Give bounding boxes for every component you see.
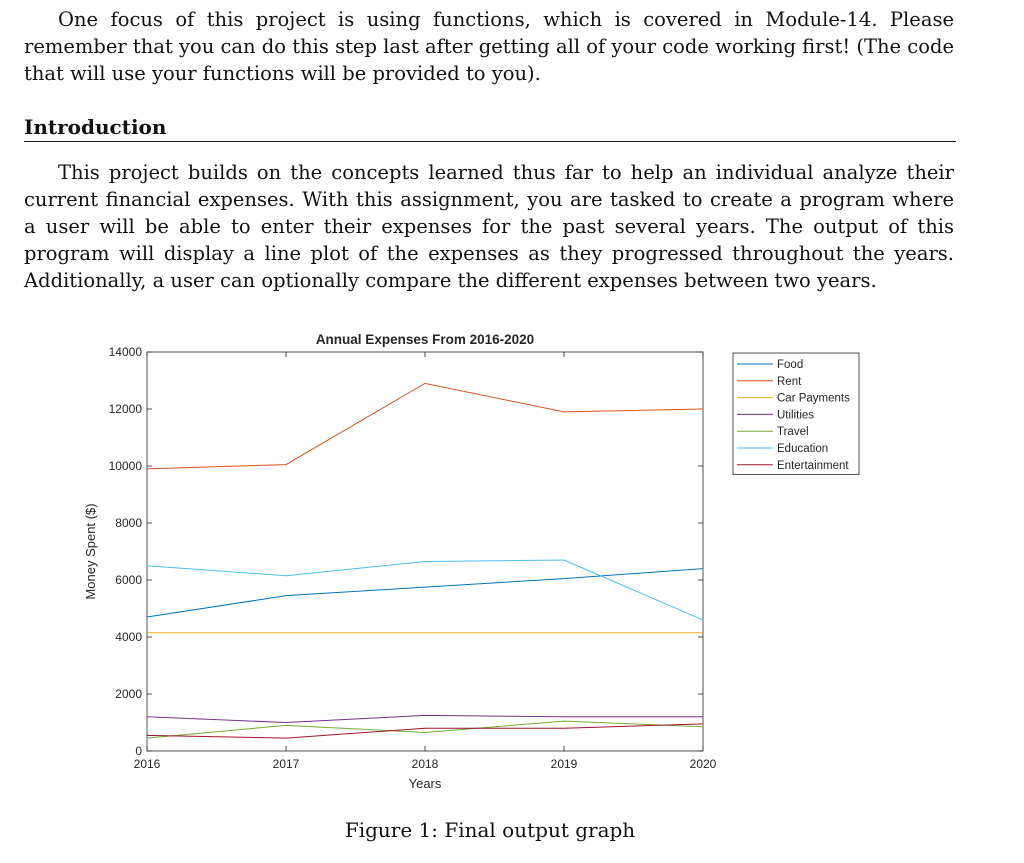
figure: 2016 2017 2018 2019 2020 0 2000 4000 6000 8000 100…: [0, 320, 1024, 820]
plot-area: [146, 351, 704, 752]
section-heading-introduction: Introduction: [24, 114, 956, 142]
y-tick-label: 4000: [115, 630, 142, 644]
y-tick-label: 2000: [115, 687, 142, 701]
x-axis-label: Years: [409, 776, 442, 791]
y-tick-label: 6000: [115, 573, 142, 587]
legend-label: Travel: [777, 426, 809, 438]
series-line-utilities: [146, 714, 703, 724]
y-tick-label: 0: [135, 744, 142, 758]
x-tick-label: 2018: [412, 757, 439, 771]
x-tick-label: 2019: [551, 757, 578, 771]
series-line-rent: [146, 382, 704, 470]
legend-label: Food: [777, 359, 803, 371]
legend-label: Entertainment: [777, 460, 849, 472]
legend-label: Utilities: [777, 409, 814, 421]
legend-label: Rent: [777, 376, 802, 388]
line-chart: 2016 2017 2018 2019 2020 0 2000 4000 6000 8000 100…: [83, 332, 860, 791]
series-line-travel: [146, 720, 704, 739]
x-tick-label: 2017: [273, 757, 300, 771]
y-tick-label: 14000: [109, 345, 143, 359]
legend-label: Education: [777, 443, 828, 455]
legend-label: Car Payments: [777, 393, 850, 405]
paragraph-text: One focus of this project is using funct…: [24, 8, 954, 85]
series-line-entertainment: [146, 723, 704, 739]
chart-title: Annual Expenses From 2016-2020: [316, 332, 534, 347]
y-tick-label: 10000: [109, 459, 143, 473]
figure-caption: Figure 1: Final output graph: [344, 818, 636, 842]
x-tick-label: 2016: [134, 757, 161, 771]
introduction-paragraph: This project builds on the concepts lear…: [24, 159, 954, 294]
y-tick-label: 12000: [109, 402, 143, 416]
intro-paragraph-functions: One focus of this project is using funct…: [24, 6, 954, 87]
y-axis-label: Money Spent ($): [83, 503, 98, 599]
series-line-education: [146, 559, 704, 621]
y-tick-label: 8000: [115, 516, 142, 530]
paragraph-text: This project builds on the concepts lear…: [24, 161, 954, 292]
legend-box: [732, 352, 860, 475]
x-tick-label: 2020: [690, 757, 717, 771]
series-line-food: [146, 568, 704, 618]
